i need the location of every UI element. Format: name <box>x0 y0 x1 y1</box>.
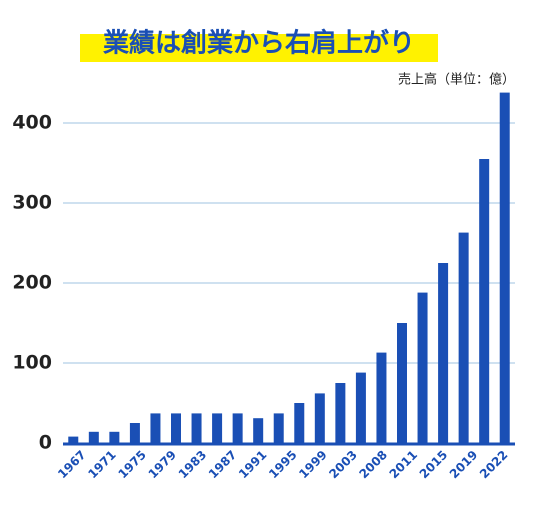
bar <box>109 431 120 443</box>
x-tick-label: 1967 <box>55 448 89 482</box>
title-highlight <box>80 34 438 62</box>
x-tick-label: 2003 <box>326 448 360 482</box>
bar <box>499 92 510 443</box>
x-tick-label: 2022 <box>477 448 511 482</box>
x-tick-label: 2008 <box>357 448 391 482</box>
bar <box>191 413 202 443</box>
bar <box>150 413 161 443</box>
bar <box>458 232 469 443</box>
chart-title: 業績は創業から右肩上がり <box>103 28 415 59</box>
bar <box>335 383 346 443</box>
bar <box>253 418 264 443</box>
y-tick-label: 200 <box>12 272 52 294</box>
y-tick-label: 0 <box>39 432 52 454</box>
bar <box>212 413 223 443</box>
bar <box>355 372 366 443</box>
bar <box>294 403 305 443</box>
y-tick-label: 400 <box>12 112 52 134</box>
bar <box>376 352 387 443</box>
bar <box>438 263 449 443</box>
x-tick-label: 1971 <box>85 448 119 482</box>
bar <box>232 413 243 443</box>
y-tick-label: 300 <box>12 192 52 214</box>
bar <box>314 393 325 443</box>
x-tick-label: 1995 <box>266 448 300 482</box>
x-tick-label: 2011 <box>387 448 421 482</box>
bar <box>397 323 407 443</box>
x-tick-label: 1979 <box>146 448 180 482</box>
bar <box>479 159 490 443</box>
bar <box>129 423 140 443</box>
unit-label: 売上高（単位：億） <box>398 72 515 88</box>
x-tick-label: 1991 <box>236 448 270 482</box>
bar <box>273 413 284 443</box>
bar <box>171 413 181 443</box>
x-tick-label: 1983 <box>176 448 210 482</box>
x-tick-label: 1987 <box>206 448 240 482</box>
x-tick-label: 2015 <box>417 448 451 482</box>
bar <box>417 292 428 443</box>
bar <box>88 431 99 443</box>
x-tick-label: 2019 <box>447 448 481 482</box>
y-tick-label: 100 <box>12 352 52 374</box>
x-tick-label: 1999 <box>296 448 330 482</box>
x-tick-label: 1975 <box>115 448 149 482</box>
bar <box>68 436 79 443</box>
